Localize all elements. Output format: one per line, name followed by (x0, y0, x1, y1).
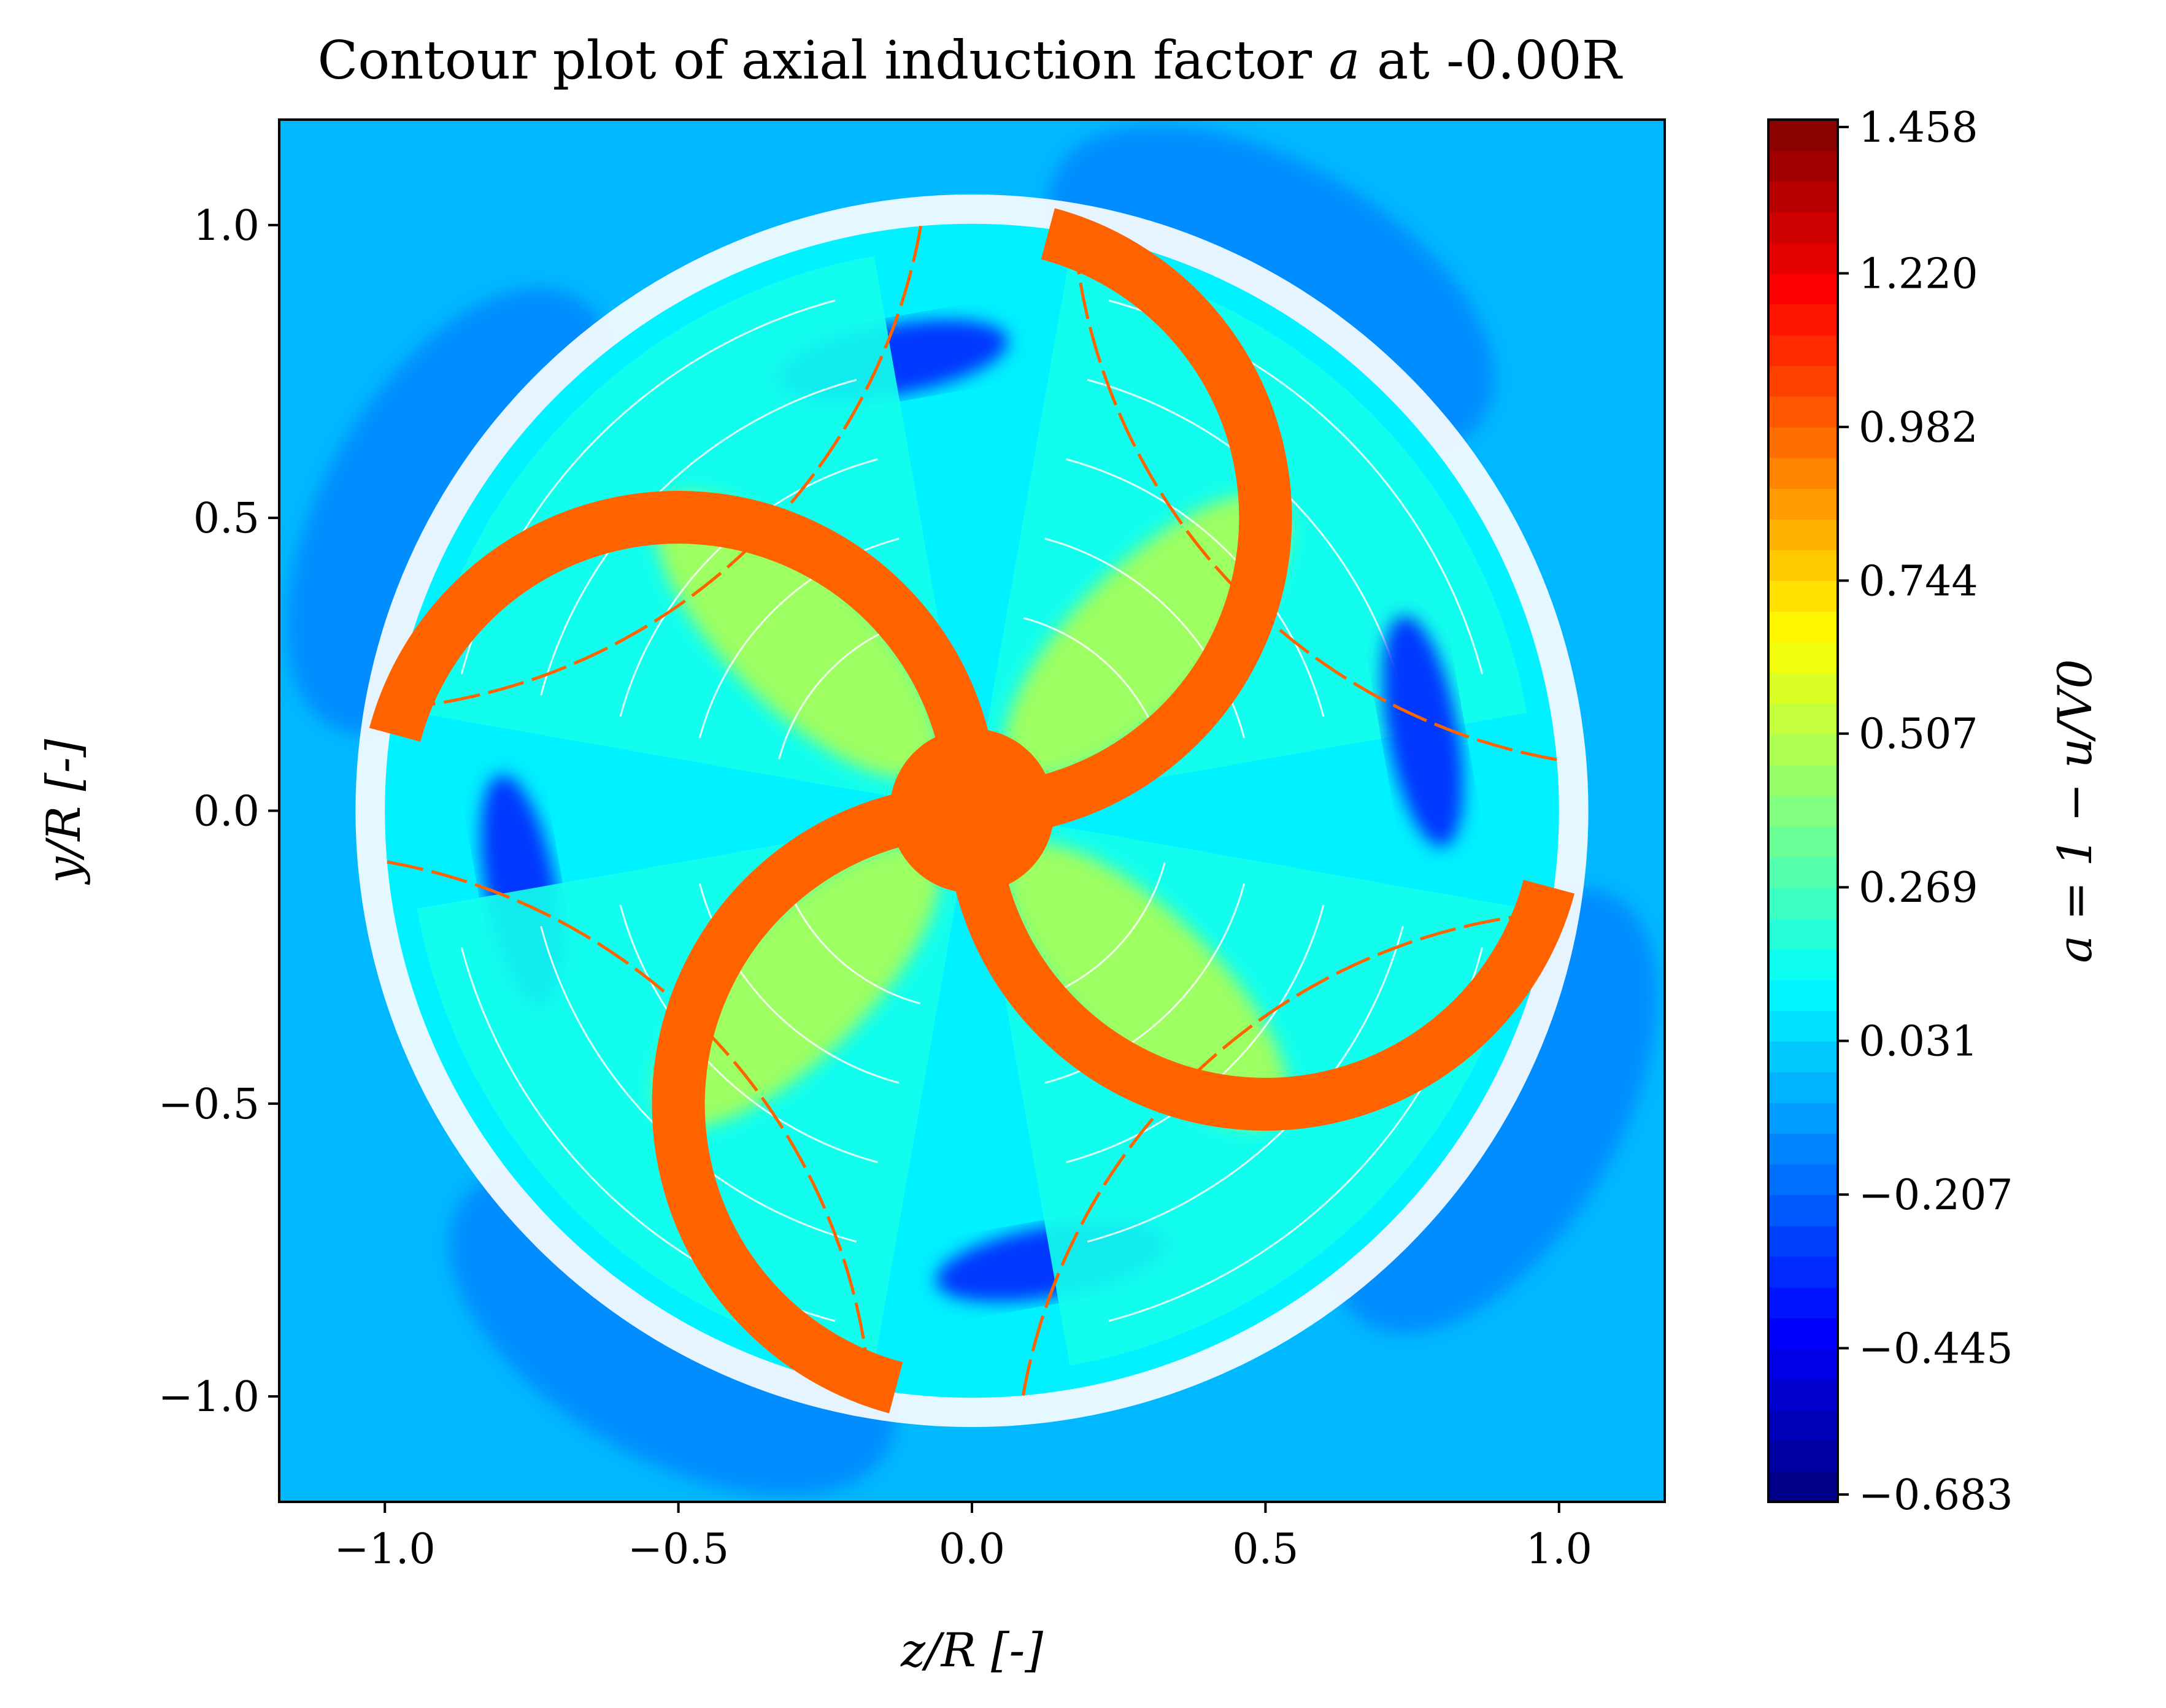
colorbar-level (1768, 181, 1838, 213)
colorbar-level (1768, 826, 1838, 858)
tip-arc (393, 225, 923, 710)
colorbar-level (1768, 1409, 1838, 1441)
colorbar-tick-label: 0.269 (1859, 864, 1978, 912)
colorbar-level (1768, 611, 1838, 643)
y-tick-label: −1.0 (158, 1373, 260, 1421)
colorbar-level (1768, 1471, 1838, 1502)
contour-line (1066, 458, 1325, 717)
tip-arc (1072, 233, 1557, 761)
colorbar-level (1768, 1072, 1838, 1104)
blade-layer (369, 208, 1575, 1414)
colorbar-level (1768, 1317, 1838, 1349)
hub (890, 728, 1054, 893)
colorbar-tick-label: 1.458 (1859, 104, 1978, 152)
colorbar-level (1768, 488, 1838, 520)
colorbar-level (1768, 979, 1838, 1011)
colorbar-level (1768, 120, 1838, 152)
high-induction-band (655, 843, 940, 1127)
colorbar-level (1768, 1194, 1838, 1226)
colorbar-tick-label: −0.445 (1859, 1325, 2013, 1374)
colorbar-level (1768, 1133, 1838, 1165)
x-axis: −1.0 −0.5 0.0 0.5 1.0 (334, 1502, 1592, 1574)
colorbar-level (1768, 1225, 1838, 1257)
colorbar-level (1768, 426, 1838, 458)
colorbar-level (1768, 1010, 1838, 1042)
colorbar-level (1768, 703, 1838, 735)
blade (369, 491, 999, 811)
colorbar-level (1768, 1164, 1838, 1196)
colorbar-level (1768, 1102, 1838, 1134)
colorbar-level (1768, 580, 1838, 612)
high-induction-band (1004, 843, 1289, 1127)
colorbar-ticks: −0.683 −0.445 −0.207 0.031 0.269 0.507 0.744 0.… (1838, 104, 2013, 1520)
colorbar-level (1768, 734, 1838, 766)
y-axis-title: y/R [-] (36, 739, 91, 885)
colorbar-level (1768, 242, 1838, 274)
x-tick-label: 0.0 (939, 1525, 1005, 1574)
y-tick-label: 1.0 (193, 202, 260, 250)
colorbar-level (1768, 856, 1838, 888)
colorbar-level (1768, 795, 1838, 827)
colorbar-tick-label: 0.507 (1859, 710, 1978, 759)
colorbar-tick-label: 0.031 (1859, 1018, 1978, 1066)
colorbar-frame (1767, 118, 1839, 1503)
colorbar-level (1768, 365, 1838, 397)
colorbar-level (1768, 918, 1838, 950)
colorbar (1768, 120, 1838, 1502)
colorbar-level (1768, 642, 1838, 674)
colorbar-level (1768, 764, 1838, 796)
contour-line (619, 458, 878, 717)
x-tick-label: −0.5 (628, 1525, 729, 1574)
colorbar-level (1768, 672, 1838, 704)
high-induction-band (655, 494, 940, 779)
colorbar-level (1768, 1440, 1838, 1472)
blade (652, 784, 973, 1414)
colorbar-tick-label: 0.744 (1859, 557, 1978, 606)
x-axis-title: z/R [-] (900, 1623, 1043, 1677)
colorbar-tick-label: 1.220 (1859, 250, 1978, 298)
colorbar-level (1768, 518, 1838, 550)
y-tick-label: 0.0 (193, 788, 260, 836)
colorbar-level (1768, 304, 1838, 336)
colorbar-label: a = 1 − u/V0 (2048, 659, 2102, 963)
colorbar-level (1768, 396, 1838, 428)
colorbar-level (1768, 549, 1838, 581)
colorbar-level (1768, 1287, 1838, 1318)
colorbar-tick-label: −0.683 (1859, 1471, 2013, 1520)
y-tick-label: 0.5 (193, 494, 260, 543)
contour-line (1066, 904, 1325, 1163)
tip-arc (387, 860, 872, 1389)
blade (971, 208, 1292, 837)
blade (945, 810, 1575, 1131)
high-induction-band (1004, 494, 1289, 779)
colorbar-level (1768, 457, 1838, 489)
plot-area (279, 120, 1665, 1502)
x-tick-label: 0.5 (1232, 1525, 1298, 1574)
colorbar-level (1768, 273, 1838, 305)
chart-title: Contour plot of axial induction factor a… (318, 30, 1623, 91)
contour-line (619, 904, 878, 1163)
negative-shadow (1382, 615, 1463, 847)
colorbar-level (1768, 1041, 1838, 1073)
colorbar-tick-label: −0.207 (1859, 1171, 2013, 1220)
colorbar-level (1768, 334, 1838, 366)
tip-arc (1021, 911, 1551, 1396)
colorbar-level (1768, 150, 1838, 182)
colorbar-level (1768, 887, 1838, 919)
colorbar-level (1768, 948, 1838, 980)
x-tick-label: 1.0 (1526, 1525, 1592, 1574)
colorbar-tick-label: 0.982 (1859, 404, 1978, 452)
colorbar-level (1768, 1256, 1838, 1288)
x-tick-label: −1.0 (334, 1525, 436, 1574)
colorbar-level (1768, 1379, 1838, 1410)
y-axis: −1.0 −0.5 0.0 0.5 1.0 (158, 202, 279, 1421)
colorbar-level (1768, 212, 1838, 244)
y-tick-label: −0.5 (158, 1080, 260, 1129)
colorbar-level (1768, 1348, 1838, 1380)
